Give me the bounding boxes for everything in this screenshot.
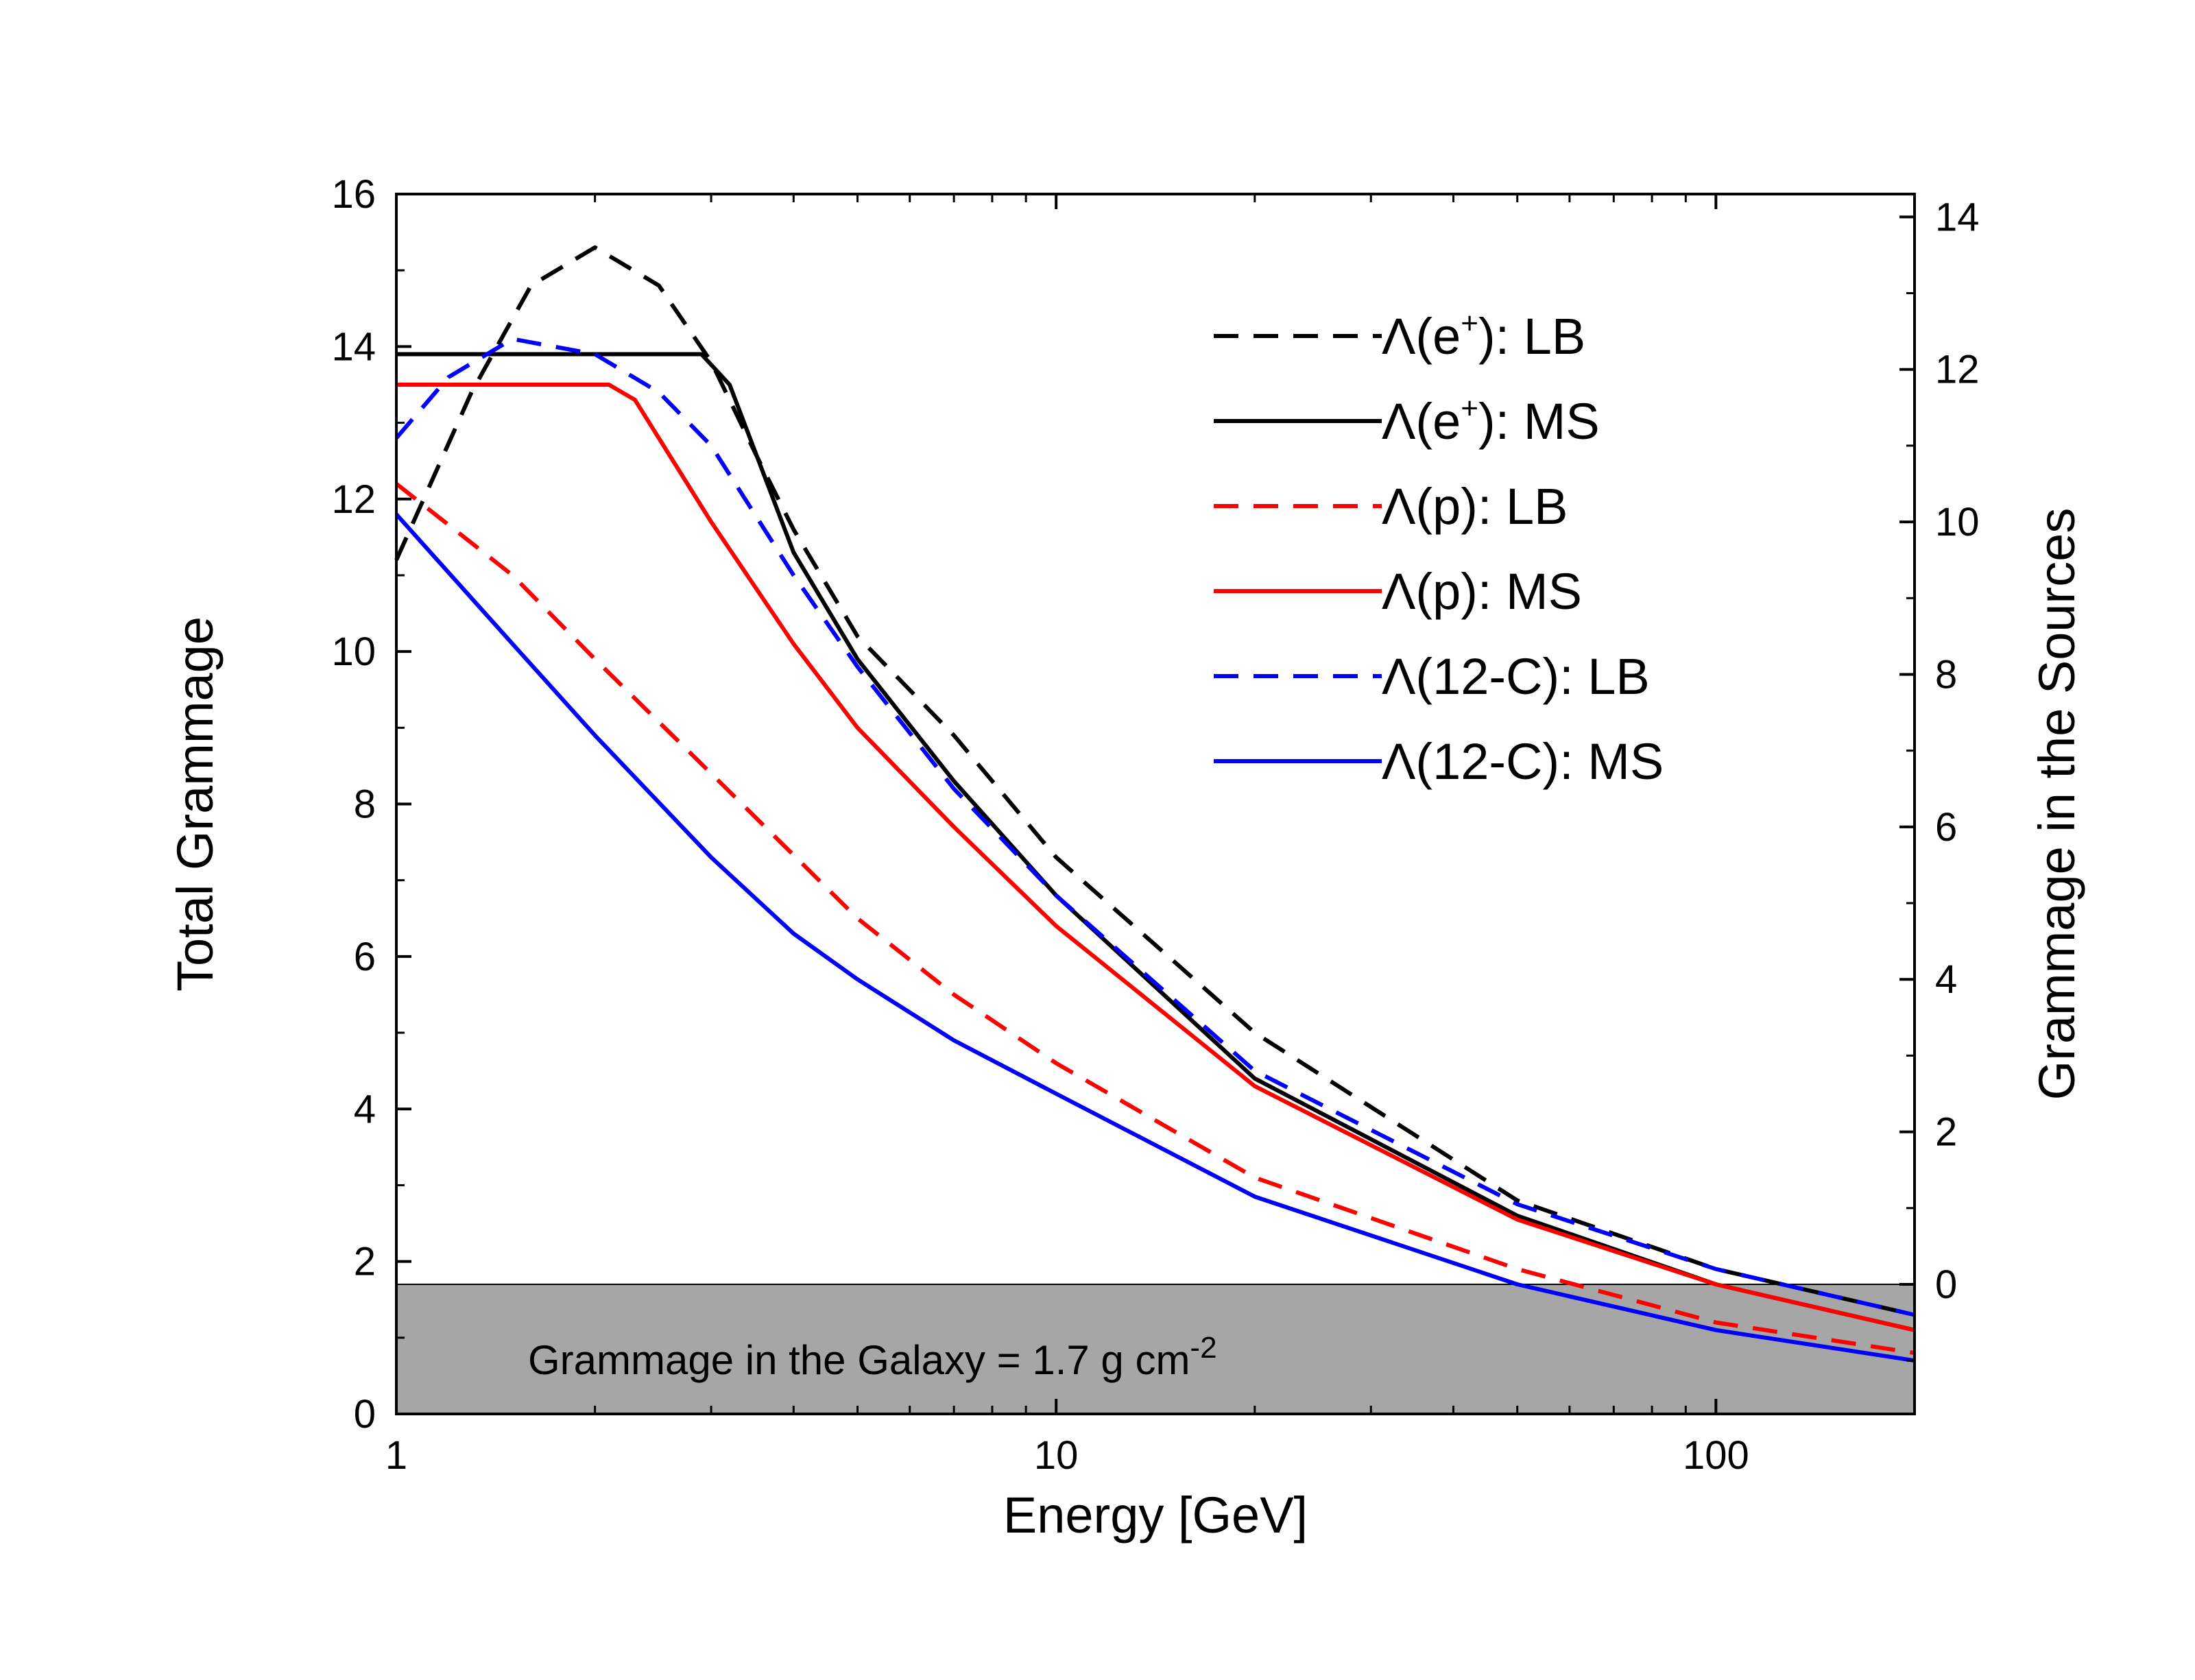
legend-label-superscript: + (1461, 392, 1478, 425)
series-line-5 (394, 337, 1915, 1317)
legend-label-6: Λ(12-C): MS (1382, 733, 1664, 790)
y2-tick-label: 6 (1935, 805, 1957, 850)
legend-label-5: Λ(12-C): LB (1382, 648, 1650, 705)
legend-label-text: Λ(e (1382, 308, 1461, 365)
y-tick-label: 4 (354, 1087, 376, 1131)
legend-label-text: Λ(e (1382, 393, 1461, 450)
legend-label-text: Λ(12-C): MS (1382, 733, 1664, 790)
legend-label-text: Λ(12-C): LB (1382, 648, 1650, 705)
series-line-1 (394, 245, 1915, 1317)
y2-tick-label: 14 (1935, 195, 1980, 239)
y2-tick-label: 2 (1935, 1110, 1957, 1155)
y-tick-label: 0 (354, 1392, 376, 1437)
x-axis-title: Energy [GeV] (1003, 1487, 1308, 1544)
y-tick-label: 10 (331, 629, 376, 674)
x-tick-label: 1 (385, 1433, 407, 1478)
y-tick-label: 6 (354, 935, 376, 979)
y2-tick-label: 12 (1935, 348, 1980, 392)
galaxy-grammage-label: Grammage in the Galaxy = 1.7 g cm-2 (528, 1331, 1217, 1383)
y-tick-label: 14 (331, 324, 376, 369)
series-line-6 (394, 512, 1915, 1363)
y2-tick-label: 0 (1935, 1262, 1957, 1307)
y-tick-label: 12 (331, 477, 376, 522)
x-tick-label: 100 (1683, 1433, 1749, 1478)
x-tick-label: 10 (1034, 1433, 1079, 1478)
legend-label-text: Λ(p): MS (1382, 563, 1582, 620)
legend-label-text-suffix: ): MS (1478, 393, 1600, 450)
legend-label-3: Λ(p): LB (1382, 478, 1568, 535)
y-tick-label: 8 (354, 782, 376, 827)
series-line-2 (396, 352, 1915, 1332)
series-line-3 (395, 482, 1915, 1355)
galaxy-grammage-band (396, 1283, 1915, 1415)
legend-label-2: Λ(e+): MS (1382, 392, 1600, 450)
legend-label-text: Λ(p): LB (1382, 478, 1568, 535)
y2-tick-label: 10 (1935, 500, 1980, 544)
y-tick-label: 2 (354, 1240, 376, 1284)
band-label-text: Grammage in the Galaxy = 1.7 g cm (528, 1337, 1190, 1383)
y2-tick-label: 8 (1935, 652, 1957, 697)
series-layer (394, 245, 1915, 1363)
y2-tick-label: 4 (1935, 957, 1957, 1002)
band-label-superscript: -2 (1190, 1331, 1216, 1365)
y2-axis-title: Grammage in the Sources (2028, 508, 2085, 1101)
legend-label-4: Λ(p): MS (1382, 563, 1582, 620)
legend-label-1: Λ(e+): LB (1382, 307, 1585, 365)
legend-label-superscript: + (1461, 307, 1478, 340)
y-tick-label: 16 (331, 172, 376, 217)
series-line-4 (396, 383, 1915, 1332)
legend-label-text-suffix: ): LB (1478, 308, 1585, 365)
legend: Λ(e+): LBΛ(e+): MSΛ(p): LBΛ(p): MSΛ(12-C… (1214, 307, 1664, 790)
tick-layer: 1 10 100 0 2 4 6 8 10 12 14 16 0 2 4 6 8 10 12 14 (331, 172, 1979, 1478)
y-axis-title: Total Grammage (167, 616, 224, 992)
